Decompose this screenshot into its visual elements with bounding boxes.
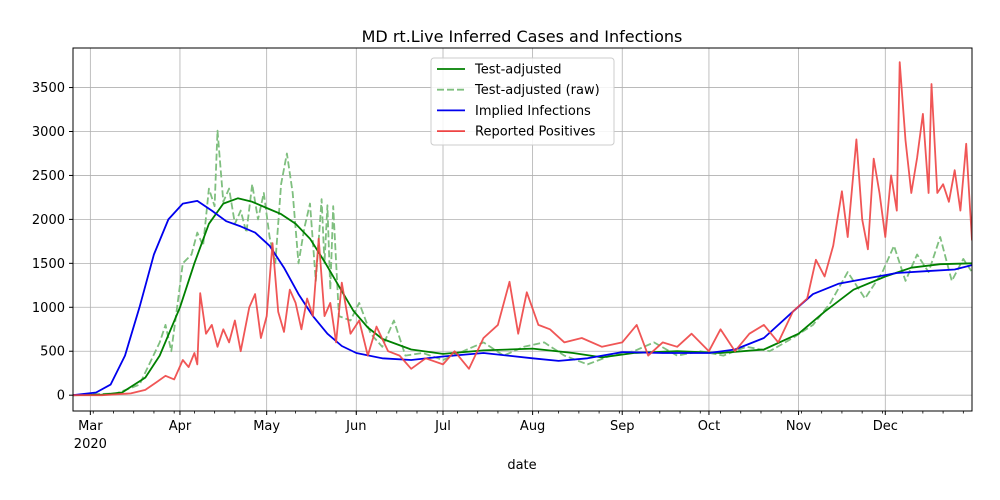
y-tick-label: 2000: [32, 213, 65, 228]
y-tick-label: 0: [57, 389, 65, 404]
y-tick-label: 500: [40, 345, 65, 360]
y-axis: 0 500 1000 1500 2000 2500 3000 3500: [32, 81, 73, 404]
x-tick-label: Aug: [520, 419, 545, 434]
legend: Test-adjusted Test-adjusted (raw) Implied …: [430, 57, 615, 146]
legend-box: [430, 57, 615, 146]
x-tick-label: Apr: [169, 419, 192, 434]
y-tick-label: 1000: [32, 301, 65, 316]
x-tick-label: Mar: [78, 419, 103, 434]
x-axis-label: date: [507, 458, 536, 473]
y-tick-label: 1500: [32, 257, 65, 272]
x-tick-label: Jun: [345, 419, 366, 434]
x-axis: Mar 2020 Apr May Jun Jul Aug Sep Oct Nov Dec: [74, 411, 964, 452]
x-tick-label: Sep: [610, 419, 635, 434]
x-tick-sublabel: 2020: [74, 437, 107, 452]
series-line-0: [73, 197, 972, 397]
legend-label: Test-adjusted (raw): [474, 83, 600, 98]
x-tick-label: Jul: [434, 419, 451, 434]
series-lines: [73, 61, 972, 397]
plot-frame: [72, 47, 973, 412]
y-tick-label: 3000: [32, 125, 65, 140]
chart-title: MD rt.Live Inferred Cases and Infections: [362, 27, 683, 46]
x-tick-label: May: [253, 419, 280, 434]
x-tick-label: Oct: [698, 419, 720, 434]
series-line-2: [73, 200, 972, 397]
x-tick-label: Nov: [786, 419, 812, 434]
legend-label: Reported Positives: [475, 125, 596, 140]
x-tick-label: Dec: [873, 419, 898, 434]
y-tick-label: 2500: [32, 169, 65, 184]
series-line-3: [73, 61, 972, 397]
series-line-1: [73, 129, 972, 397]
legend-label: Implied Infections: [475, 104, 591, 119]
legend-label: Test-adjusted: [474, 63, 561, 78]
y-tick-label: 3500: [32, 81, 65, 96]
